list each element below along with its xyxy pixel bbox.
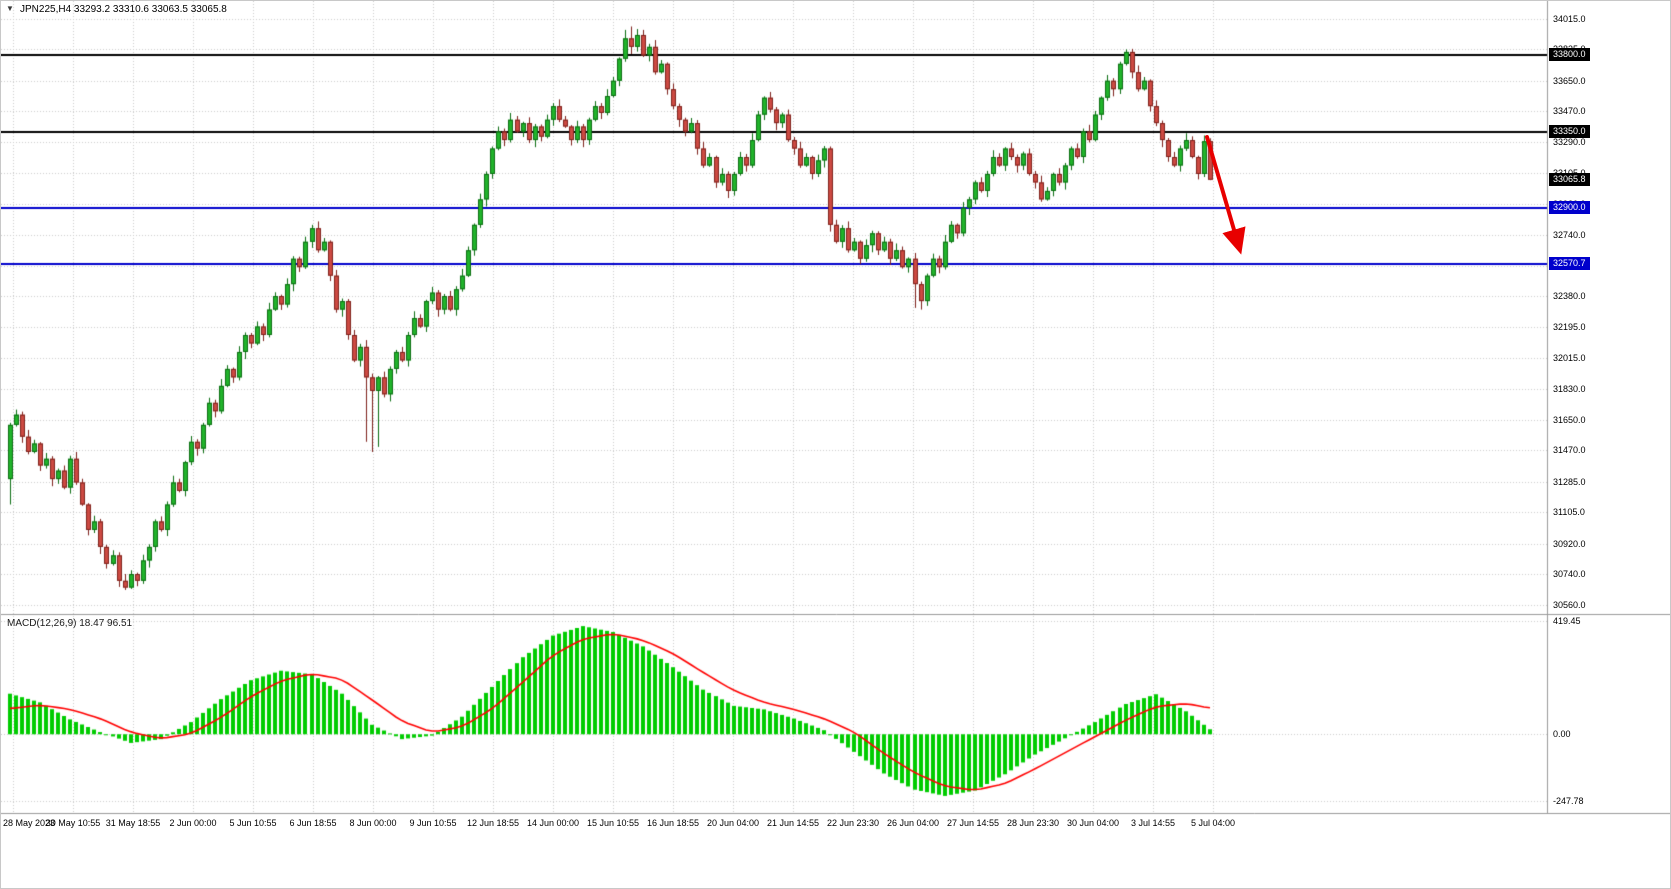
price-axis-tick-label: 34015.0 (1553, 13, 1586, 24)
price-axis-tick-label: 32195.0 (1553, 322, 1586, 333)
time-axis-label: 22 Jun 23:30 (826, 818, 880, 828)
time-axis-label: 21 Jun 14:55 (766, 818, 820, 828)
hline-price-badge: 32900.0 (1549, 200, 1590, 214)
time-axis-label: 12 Jun 18:55 (466, 818, 520, 828)
price-axis-tick-label: 33650.0 (1553, 75, 1586, 86)
time-axis-label: 9 Jun 10:55 (409, 818, 457, 828)
price-axis-tick-label: 32740.0 (1553, 229, 1586, 240)
time-axis-label: 6 Jun 18:55 (289, 818, 337, 828)
macd-indicator-label: MACD(12,26,9) 18.47 96.51 (7, 618, 133, 629)
macd-axis-tick-label: 0.00 (1553, 729, 1571, 740)
time-axis-label: 30 May 10:55 (45, 818, 101, 828)
price-axis-tick-label: 31285.0 (1553, 476, 1586, 487)
hline-price-badge: 33800.0 (1549, 48, 1590, 62)
chart-title-ohlc: JPN225,H4 33293.2 33310.6 33063.5 33065.… (20, 4, 227, 15)
panel-splitter[interactable] (1, 612, 1670, 617)
time-axis-label: 28 May 2023 (3, 818, 56, 828)
hline-price-badge: 32570.7 (1549, 256, 1590, 270)
time-axis-label: 28 Jun 23:30 (1006, 818, 1060, 828)
macd-axis-tick-label: -247.78 (1553, 796, 1584, 807)
time-axis-label: 26 Jun 04:00 (886, 818, 940, 828)
time-axis-label: 16 Jun 18:55 (646, 818, 700, 828)
price-axis-tick-label: 30920.0 (1553, 538, 1586, 549)
symbol-dropdown-icon[interactable]: ▼ (6, 4, 14, 13)
time-axis-label: 20 Jun 04:00 (706, 818, 760, 828)
time-axis-label: 15 Jun 10:55 (586, 818, 640, 828)
time-axis-label: 5 Jun 10:55 (229, 818, 277, 828)
time-axis-label: 5 Jul 04:00 (1190, 818, 1236, 828)
price-axis-tick-label: 31650.0 (1553, 414, 1586, 425)
price-axis-tick-label: 31470.0 (1553, 445, 1586, 456)
current-price-badge: 33065.8 (1549, 172, 1590, 186)
price-axis[interactable] (1548, 1, 1670, 813)
time-axis-label: 2 Jun 00:00 (169, 818, 217, 828)
time-axis-label: 31 May 18:55 (105, 818, 161, 828)
price-axis-tick-label: 33290.0 (1553, 136, 1586, 147)
price-axis-tick-label: 33470.0 (1553, 106, 1586, 117)
time-axis-label: 3 Jul 14:55 (1130, 818, 1176, 828)
price-axis-tick-label: 30740.0 (1553, 569, 1586, 579)
price-axis-tick-label: 31105.0 (1553, 507, 1585, 518)
price-axis-tick-label: 32380.0 (1553, 291, 1586, 301)
time-axis-label: 14 Jun 00:00 (526, 818, 580, 828)
time-axis-label: 8 Jun 00:00 (349, 818, 397, 828)
hline-price-badge: 33350.0 (1549, 124, 1590, 138)
price-axis-tick-label: 30560.0 (1553, 599, 1586, 610)
macd-axis-tick-label: 419.45 (1553, 615, 1581, 626)
price-axis-tick-label: 32015.0 (1553, 352, 1586, 363)
time-axis-label: 27 Jun 14:55 (946, 818, 1000, 828)
price-axis-tick-label: 31830.0 (1553, 384, 1586, 395)
time-axis-label: 30 Jun 04:00 (1066, 818, 1120, 828)
